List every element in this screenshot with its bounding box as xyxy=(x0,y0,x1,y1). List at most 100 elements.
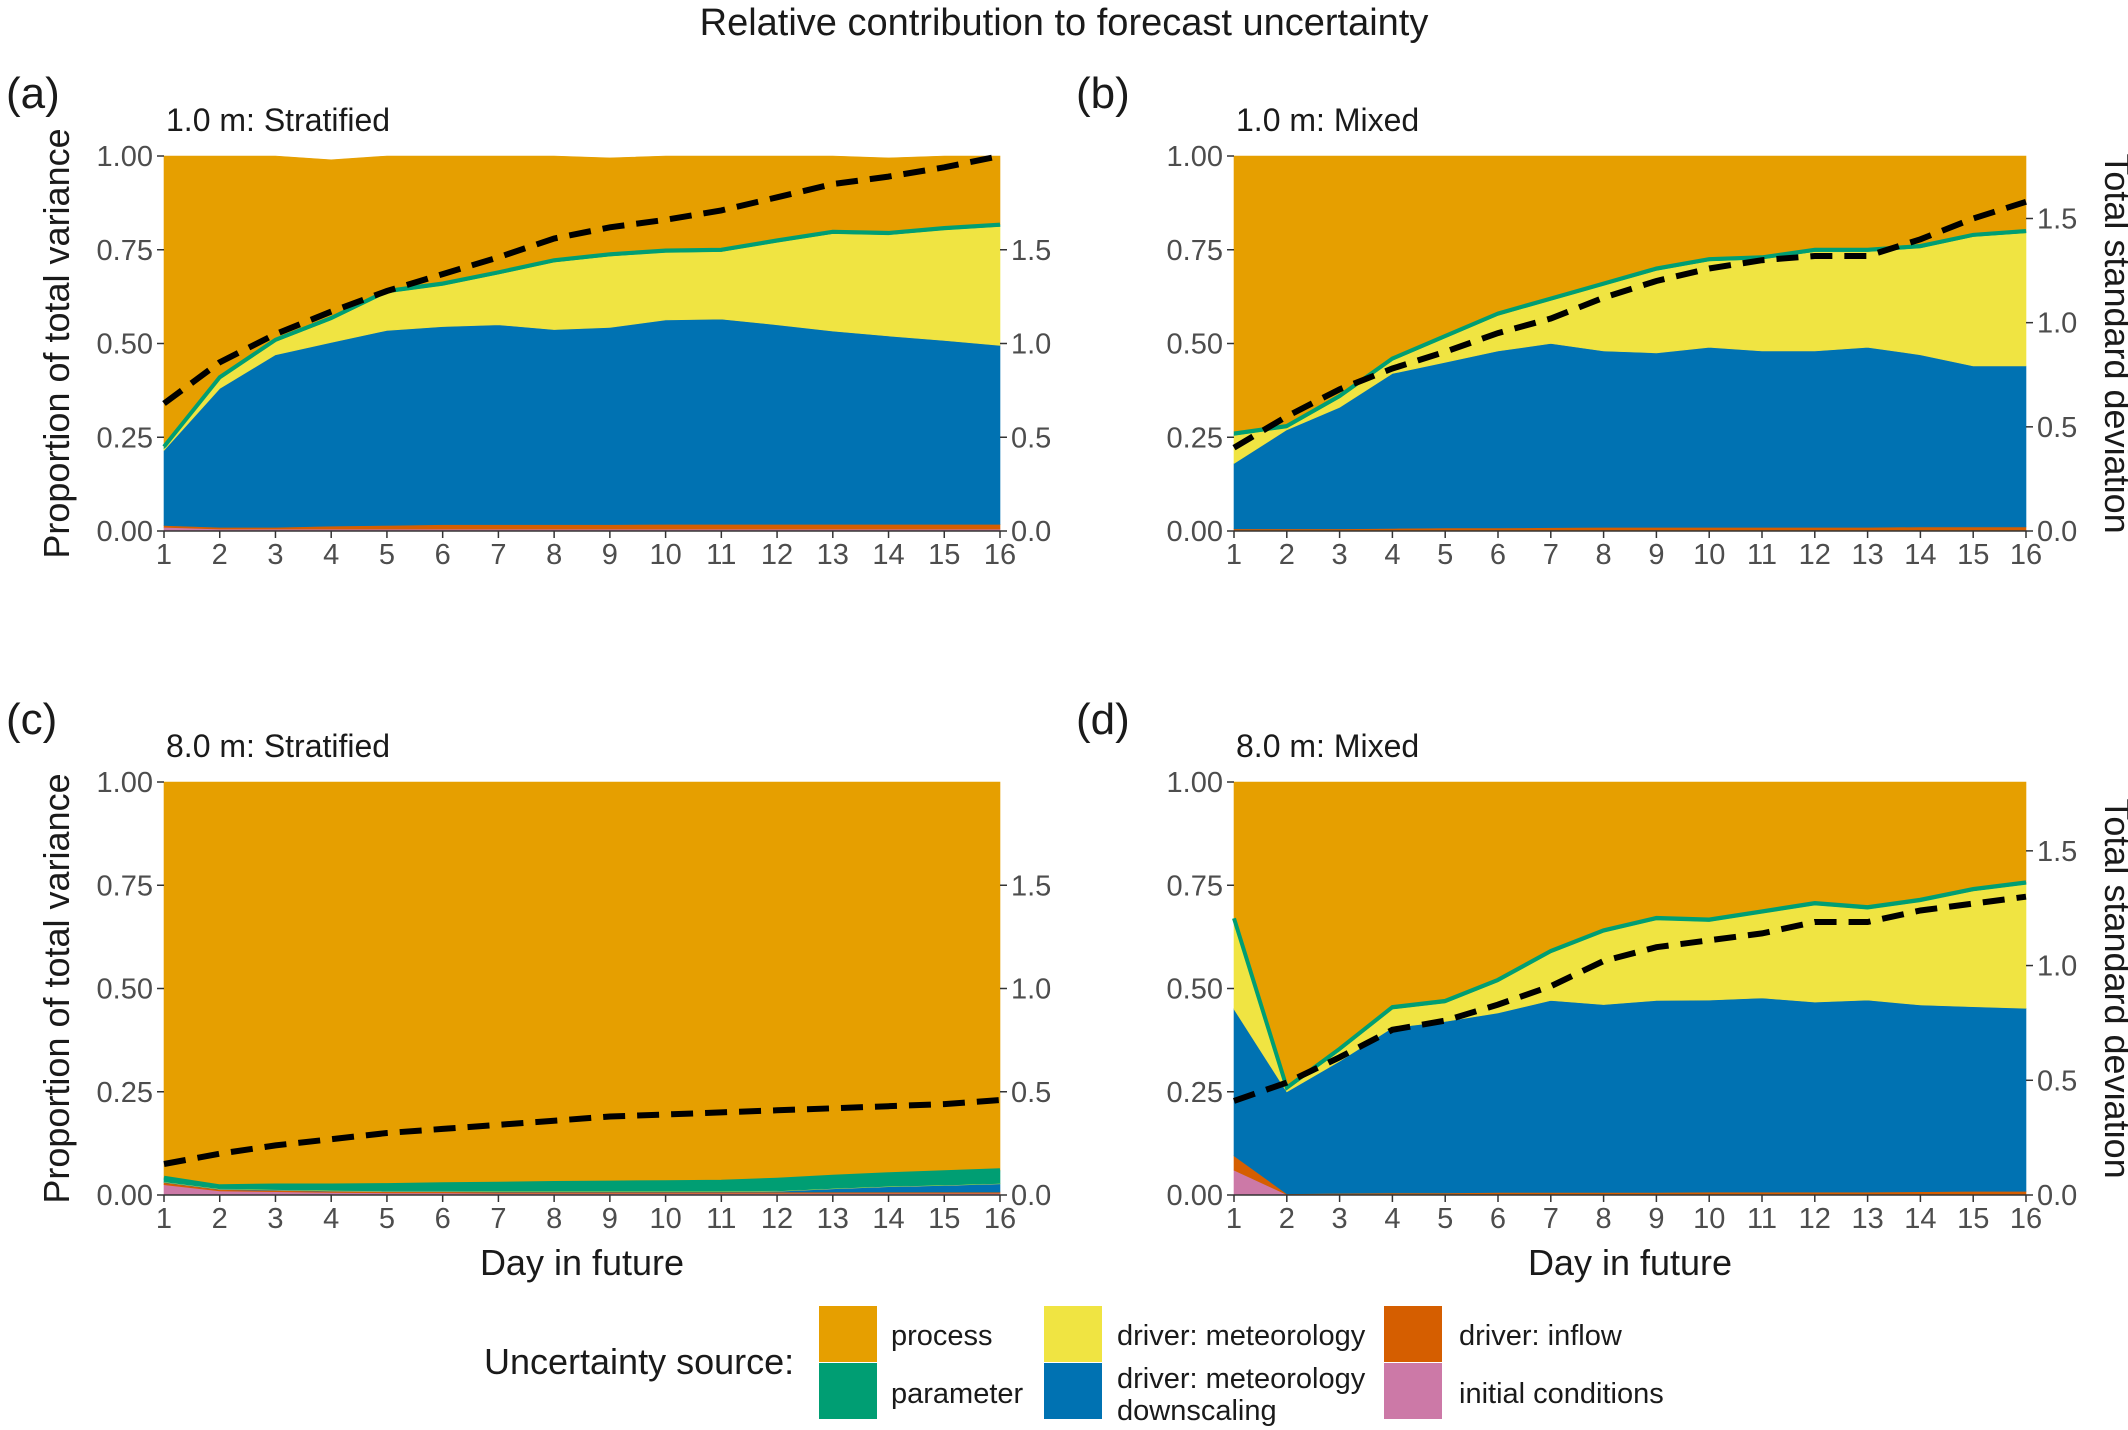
x-tick-label: 1 xyxy=(156,1203,172,1235)
legend-swatch-meteorology xyxy=(1044,1306,1102,1362)
panel-letter: (c) xyxy=(6,695,57,744)
figure-title: Relative contribution to forecast uncert… xyxy=(700,2,1429,44)
x-tick-label: 15 xyxy=(1957,1203,1989,1235)
x-tick-label: 11 xyxy=(1747,1203,1777,1235)
x-tick-label: 4 xyxy=(323,1203,339,1235)
x-tick-label: 10 xyxy=(1693,1203,1725,1235)
parameter-edge-line xyxy=(163,1168,1001,1189)
y-tick-label: 0.75 xyxy=(97,235,153,267)
panel-subtitle: 1.0 m: Stratified xyxy=(166,102,390,138)
parameter-edge-line xyxy=(162,222,1001,448)
panel-letter: (b) xyxy=(1076,69,1130,118)
x-tick-label: 7 xyxy=(1543,539,1559,571)
legend-swatch-process xyxy=(819,1306,877,1362)
x-tick-label: 7 xyxy=(1543,1203,1559,1235)
y-right-axis-title: Total standard deviation xyxy=(2097,798,2128,1178)
panel-letter: (a) xyxy=(6,69,60,118)
x-tick-label: 13 xyxy=(1851,1203,1883,1235)
legend-swatch-inflow xyxy=(1384,1306,1442,1362)
total-sd-line xyxy=(1232,198,2027,451)
y-tick-label: 0.00 xyxy=(97,1180,153,1212)
legend-swatch-parameter xyxy=(819,1363,877,1419)
x-tick-label: 10 xyxy=(649,1203,681,1235)
y-tick-label: 1.00 xyxy=(1167,141,1223,173)
x-tick-label: 2 xyxy=(212,1203,228,1235)
y-tick-label: 0.00 xyxy=(1167,516,1223,548)
x-tick-label: 6 xyxy=(1490,539,1506,571)
legend-title: Uncertainty source: xyxy=(484,1341,794,1382)
legend-label-parameter: parameter xyxy=(891,1378,1024,1410)
x-tick-label: 4 xyxy=(1384,539,1400,571)
x-tick-label: 9 xyxy=(1648,1203,1664,1235)
x-tick-label: 8 xyxy=(1596,1203,1612,1235)
y-right-tick-label: 1.0 xyxy=(1011,329,1051,361)
y-right-tick-label: 1.0 xyxy=(1011,974,1051,1006)
y-axis-title: Proportion of total variance xyxy=(36,128,77,558)
x-tick-label: 2 xyxy=(1279,539,1295,571)
total-sd-line xyxy=(162,153,1001,406)
x-tick-label: 8 xyxy=(1596,539,1612,571)
y-tick-label: 0.50 xyxy=(1167,974,1223,1006)
x-tick-label: 8 xyxy=(546,539,562,571)
x-tick-label: 5 xyxy=(379,1203,395,1235)
area-process xyxy=(163,781,1001,1187)
y-tick-label: 0.75 xyxy=(1167,235,1223,267)
x-tick-label: 16 xyxy=(2010,1203,2042,1235)
x-tick-label: 6 xyxy=(435,1203,451,1235)
x-tick-label: 14 xyxy=(1904,1203,1936,1235)
x-tick-label: 5 xyxy=(1437,1203,1453,1235)
legend-label-meteorology: driver: meteorology xyxy=(1117,1320,1366,1352)
y-right-tick-label: 1.0 xyxy=(2037,951,2077,983)
x-tick-label: 13 xyxy=(1851,539,1883,571)
y-tick-label: 1.00 xyxy=(97,141,153,173)
x-tick-label: 16 xyxy=(2010,539,2042,571)
x-tick-label: 15 xyxy=(928,1203,960,1235)
x-tick-label: 12 xyxy=(1799,1203,1831,1235)
x-axis-title: Day in future xyxy=(1528,1242,1732,1283)
x-tick-label: 13 xyxy=(817,539,849,571)
x-tick-label: 9 xyxy=(602,1203,618,1235)
x-tick-label: 6 xyxy=(1490,1203,1506,1235)
x-tick-label: 12 xyxy=(761,1203,793,1235)
panel-letter: (d) xyxy=(1076,695,1130,744)
x-tick-label: 15 xyxy=(1957,539,1989,571)
x-tick-label: 1 xyxy=(1226,1203,1242,1235)
y-tick-label: 1.00 xyxy=(97,767,153,799)
x-tick-label: 7 xyxy=(490,539,506,571)
x-tick-label: 3 xyxy=(1332,1203,1348,1235)
x-tick-label: 5 xyxy=(1437,539,1453,571)
legend-label-downscaling: driver: meteorology xyxy=(1117,1363,1366,1395)
panel-subtitle: 8.0 m: Mixed xyxy=(1236,728,1419,764)
x-tick-label: 6 xyxy=(435,539,451,571)
legend-swatch-downscaling xyxy=(1044,1363,1102,1419)
y-right-tick-label: 1.5 xyxy=(2037,204,2077,236)
y-right-tick-label: 0.5 xyxy=(2037,412,2077,444)
x-tick-label: 7 xyxy=(490,1203,506,1235)
x-tick-label: 3 xyxy=(267,539,283,571)
x-tick-label: 16 xyxy=(984,1203,1016,1235)
y-tick-label: 1.00 xyxy=(1167,767,1223,799)
y-right-tick-label: 1.5 xyxy=(2037,836,2077,868)
x-tick-label: 15 xyxy=(928,539,960,571)
y-right-tick-label: 0.0 xyxy=(2037,516,2077,548)
x-tick-label: 14 xyxy=(1904,539,1936,571)
x-tick-label: 2 xyxy=(1279,1203,1295,1235)
x-tick-label: 8 xyxy=(546,1203,562,1235)
y-right-tick-label: 1.0 xyxy=(2037,308,2077,340)
total-sd-line xyxy=(1233,893,2027,1104)
y-right-tick-label: 0.0 xyxy=(1011,1180,1051,1212)
x-axis-title: Day in future xyxy=(480,1242,684,1283)
x-tick-label: 9 xyxy=(602,539,618,571)
x-tick-label: 10 xyxy=(649,539,681,571)
y-tick-label: 0.50 xyxy=(97,974,153,1006)
x-tick-label: 11 xyxy=(706,1203,736,1235)
legend-label-inflow: driver: inflow xyxy=(1459,1320,1623,1352)
legend: Uncertainty source: process parameter driv… xyxy=(484,1306,1664,1427)
x-tick-label: 11 xyxy=(706,539,736,571)
